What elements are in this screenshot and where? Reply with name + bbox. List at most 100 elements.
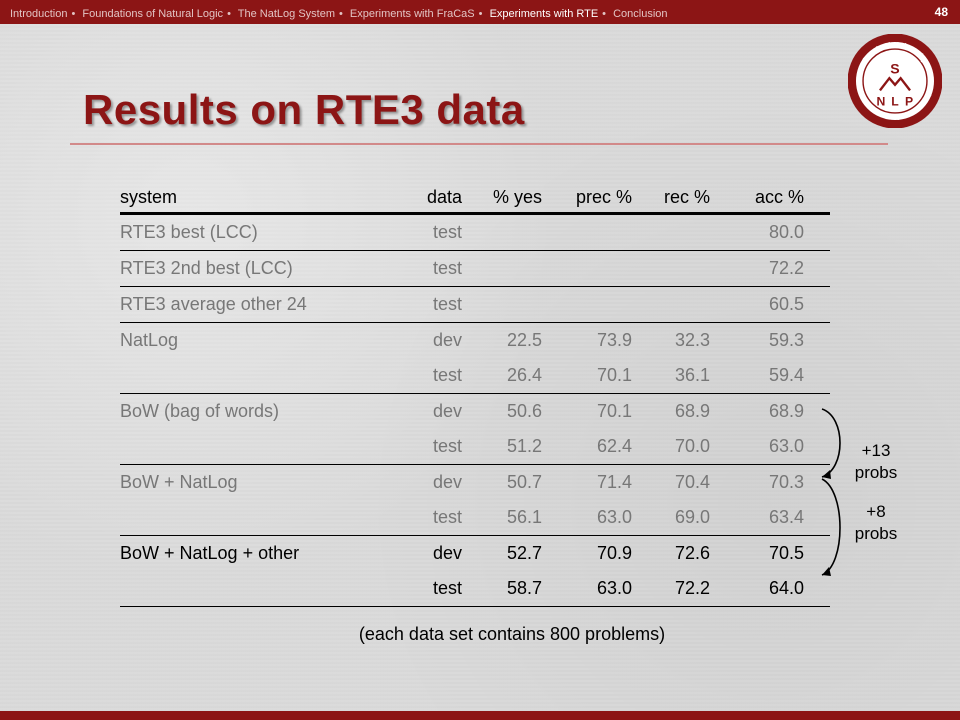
cell-rec: 32.3 bbox=[674, 330, 710, 350]
section-navigation: Introduction • Foundations of Natural Log… bbox=[10, 6, 890, 22]
logo-letter-s: S bbox=[890, 60, 899, 76]
cell-prec: 70.9 bbox=[596, 543, 632, 563]
cell-yes: 56.1 bbox=[462, 500, 542, 536]
comparison-arrows bbox=[821, 408, 841, 576]
cell-prec: 70.1 bbox=[596, 401, 632, 421]
column-header-rec: rec % bbox=[632, 182, 710, 215]
cell-system: BoW + NatLog bbox=[120, 472, 238, 492]
nav-separator: • bbox=[478, 8, 483, 20]
annotation-plus8: +8 probs bbox=[840, 501, 912, 545]
column-header-acc: acc % bbox=[710, 182, 830, 215]
cell-acc: 70.5 bbox=[768, 543, 804, 563]
cell-rec bbox=[632, 250, 710, 287]
logo-mountain-icon bbox=[879, 76, 911, 92]
cell-system: BoW + NatLog + other bbox=[120, 543, 300, 563]
nav-item-foundations-of-natural-logic[interactable]: Foundations of Natural Logic bbox=[82, 8, 224, 20]
cell-yes bbox=[462, 213, 542, 251]
cell-data: test bbox=[390, 213, 462, 251]
cell-rec: 72.6 bbox=[674, 543, 710, 563]
table-row: NatLog dev 22.5 73.9 32.3 59.3 bbox=[120, 323, 830, 359]
slide-number: 48 bbox=[934, 5, 948, 19]
cell-rec bbox=[632, 213, 710, 251]
table-row: test 56.1 63.0 69.0 63.4 bbox=[120, 500, 830, 536]
cell-prec: 62.4 bbox=[542, 429, 632, 465]
column-header-system: system bbox=[120, 182, 390, 215]
cell-prec: 63.0 bbox=[542, 500, 632, 536]
annotation-plus13: +13 probs bbox=[840, 440, 912, 484]
cell-system: RTE3 average other 24 bbox=[120, 286, 390, 323]
table-row: RTE3 average other 24 test 60.5 bbox=[120, 286, 830, 323]
cell-data: test bbox=[390, 429, 462, 465]
cell-rec: 69.0 bbox=[632, 500, 710, 536]
slide-title: Results on RTE3 data bbox=[83, 86, 525, 133]
nav-item-conclusion[interactable]: Conclusion bbox=[613, 8, 668, 20]
cell-data: test bbox=[390, 286, 462, 323]
cell-data: test bbox=[390, 358, 462, 394]
cell-data: test bbox=[390, 250, 462, 287]
cell-prec: 73.9 bbox=[596, 330, 632, 350]
nav-item-the-natlog-system[interactable]: The NatLog System bbox=[237, 8, 335, 20]
footnote: (each data set contains 800 problems) bbox=[0, 624, 960, 645]
nav-item-experiments-with-fracas[interactable]: Experiments with FraCaS bbox=[349, 8, 475, 20]
cell-rec: 68.9 bbox=[674, 401, 710, 421]
table-row: BoW + NatLog + other dev 52.7 70.9 72.6 70.5 bbox=[120, 536, 830, 572]
arrow-plus13-head-icon bbox=[822, 470, 831, 479]
cell-acc: 60.5 bbox=[710, 286, 830, 323]
cell-data: dev bbox=[432, 330, 462, 350]
arrow-plus8 bbox=[821, 478, 841, 576]
annotation-plus8-unit: probs bbox=[854, 524, 898, 543]
cell-system: RTE3 best (LCC) bbox=[120, 213, 390, 251]
cell-system: BoW (bag of words) bbox=[120, 401, 280, 421]
cell-yes: 50.7 bbox=[506, 472, 542, 492]
cell-yes: 26.4 bbox=[462, 358, 542, 394]
cell-rec: 36.1 bbox=[632, 358, 710, 394]
table-row: RTE3 best (LCC) test 80.0 bbox=[120, 213, 830, 251]
cell-prec: 70.1 bbox=[542, 358, 632, 394]
cell-system bbox=[120, 500, 390, 536]
cell-data: dev bbox=[432, 472, 462, 492]
cell-acc: 59.4 bbox=[710, 358, 830, 394]
cell-prec bbox=[542, 213, 632, 251]
logo-letter-l: L bbox=[891, 94, 899, 108]
column-header-prec: prec % bbox=[542, 182, 632, 215]
cell-acc: 63.0 bbox=[710, 429, 830, 465]
cell-yes: 52.7 bbox=[506, 543, 542, 563]
cell-rec bbox=[632, 286, 710, 323]
cell-data: dev bbox=[432, 543, 462, 563]
cell-yes bbox=[462, 286, 542, 323]
table-row: test 51.2 62.4 70.0 63.0 bbox=[120, 429, 830, 465]
title-divider bbox=[70, 143, 888, 145]
cell-rec: 72.2 bbox=[632, 571, 710, 607]
table-row: BoW (bag of words) dev 50.6 70.1 68.9 68.9 bbox=[120, 394, 830, 430]
cell-prec: 71.4 bbox=[596, 472, 632, 492]
cell-acc: 72.2 bbox=[710, 250, 830, 287]
cell-acc: 70.3 bbox=[768, 472, 804, 492]
table-row: BoW + NatLog dev 50.7 71.4 70.4 70.3 bbox=[120, 465, 830, 501]
nav-item-introduction[interactable]: Introduction bbox=[10, 8, 68, 20]
cell-data: test bbox=[390, 500, 462, 536]
arrow-plus8-head-icon bbox=[822, 567, 831, 576]
cell-prec bbox=[542, 250, 632, 287]
cell-rec: 70.4 bbox=[674, 472, 710, 492]
cell-yes: 22.5 bbox=[506, 330, 542, 350]
navigation-bar bbox=[0, 0, 960, 24]
cell-prec: 63.0 bbox=[542, 571, 632, 607]
cell-system bbox=[120, 358, 390, 394]
nav-item-experiments-with-rte[interactable]: Experiments with RTE bbox=[489, 8, 599, 20]
cell-yes: 58.7 bbox=[462, 571, 542, 607]
table-header-row: system data % yes prec % rec % acc % bbox=[120, 182, 830, 215]
table-row: test 26.4 70.1 36.1 59.4 bbox=[120, 358, 830, 394]
cell-prec bbox=[542, 286, 632, 323]
table-row: test 58.7 63.0 72.2 64.0 bbox=[120, 571, 830, 607]
arrow-plus13 bbox=[821, 408, 841, 478]
column-header-yes: % yes bbox=[462, 182, 542, 215]
footnote-text: (each data set contains 800 problems) bbox=[358, 624, 666, 644]
stanford-nlp-logo: Stanford University Natural Language Pro… bbox=[848, 34, 942, 128]
nav-separator: • bbox=[227, 8, 231, 20]
cell-data: dev bbox=[432, 401, 462, 421]
column-header-data: data bbox=[390, 182, 462, 215]
cell-acc: 80.0 bbox=[710, 213, 830, 251]
cell-acc: 59.3 bbox=[768, 330, 804, 350]
cell-yes: 51.2 bbox=[462, 429, 542, 465]
nav-separator: • bbox=[71, 8, 76, 20]
